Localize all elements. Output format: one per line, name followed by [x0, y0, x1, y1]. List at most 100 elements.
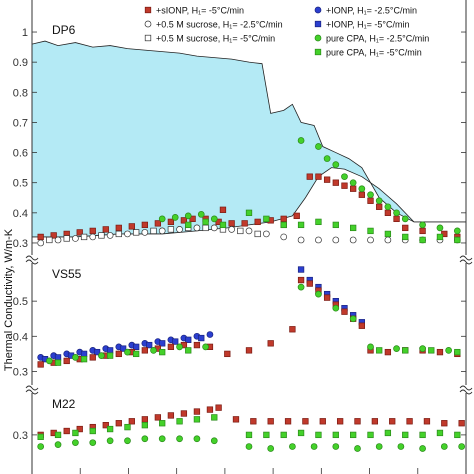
data-point — [315, 431, 322, 439]
data-point — [419, 445, 426, 452]
data-point — [185, 347, 192, 354]
data-point — [332, 179, 339, 186]
data-point — [367, 227, 374, 235]
data-point — [367, 343, 374, 351]
data-point — [289, 326, 296, 333]
data-point — [167, 218, 175, 226]
data-point — [332, 431, 339, 439]
data-point — [46, 357, 53, 365]
data-point — [302, 418, 309, 425]
data-point — [37, 361, 44, 368]
data-point — [76, 229, 83, 236]
data-point — [393, 209, 400, 217]
data-point — [189, 215, 196, 223]
data-point — [375, 443, 383, 450]
data-point — [159, 340, 166, 347]
data-point — [419, 431, 426, 439]
data-point — [176, 343, 183, 351]
y-tick-label: 0.8 — [13, 87, 28, 99]
y-tick-label: 0.3 — [13, 430, 28, 442]
panel-label: M22 — [52, 397, 76, 411]
data-point — [141, 221, 148, 229]
axis-break-mark — [459, 385, 473, 391]
data-point — [37, 433, 44, 440]
data-point — [115, 420, 122, 427]
legend-label: pure CPA, H₁= -5°C/min — [326, 48, 422, 58]
band-upper-edge — [31, 40, 466, 223]
data-point — [180, 217, 188, 224]
data-point — [80, 356, 88, 363]
data-point — [332, 304, 340, 312]
legend-label: +sIONP, H₁= -5°C/min — [156, 6, 244, 16]
data-point — [323, 294, 331, 301]
data-point — [232, 416, 240, 423]
y-tick-label: 0.9 — [13, 57, 28, 69]
confidence-band — [32, 41, 466, 237]
data-point — [341, 173, 348, 181]
data-point — [150, 227, 157, 235]
data-point — [193, 408, 201, 415]
legend-marker — [144, 34, 152, 42]
data-point — [54, 441, 62, 448]
y-tick-label: 0.7 — [13, 117, 28, 129]
data-point — [245, 431, 253, 439]
data-point — [176, 435, 183, 443]
data-point — [454, 348, 461, 356]
legend-label: +0.5 M sucrose, H₁= -5°C/min — [156, 34, 275, 44]
data-point — [89, 427, 96, 435]
data-point — [202, 218, 209, 226]
data-point — [141, 422, 148, 429]
y-tick-label: 0.3 — [13, 366, 28, 378]
data-point — [341, 182, 348, 189]
data-point — [341, 308, 348, 315]
data-point — [176, 226, 183, 233]
data-point — [350, 185, 357, 192]
data-point — [54, 354, 62, 361]
data-point — [197, 210, 205, 218]
data-point — [159, 348, 166, 356]
data-point — [89, 354, 96, 361]
data-point — [367, 191, 374, 199]
data-point — [158, 227, 166, 235]
data-point — [124, 437, 131, 445]
data-point — [389, 418, 396, 425]
data-point — [106, 352, 114, 359]
data-point — [219, 221, 227, 229]
data-point — [406, 418, 413, 425]
data-point — [241, 220, 248, 227]
axis-break-mark — [25, 259, 39, 265]
data-point — [115, 224, 122, 232]
data-point — [436, 348, 444, 356]
data-point — [245, 443, 253, 450]
data-point — [293, 212, 300, 219]
data-point — [393, 215, 400, 223]
data-point — [436, 233, 444, 241]
data-point — [46, 236, 53, 244]
data-point — [428, 347, 435, 354]
data-point — [159, 420, 166, 427]
data-point — [106, 347, 114, 354]
data-point — [376, 203, 383, 210]
data-point — [93, 348, 101, 356]
data-point — [332, 236, 340, 244]
data-point — [332, 161, 340, 168]
data-point — [133, 229, 140, 236]
data-point — [263, 215, 270, 223]
data-point — [89, 233, 97, 241]
data-point — [436, 224, 444, 232]
y-tick-label: 0.6 — [13, 148, 28, 160]
axis-break-mark — [25, 389, 39, 395]
data-point — [376, 347, 383, 354]
data-point — [98, 232, 105, 239]
data-point — [210, 224, 218, 232]
axis-break-mark — [25, 385, 39, 391]
data-point — [297, 236, 305, 244]
data-point — [384, 230, 392, 238]
data-point — [210, 215, 218, 223]
data-point — [128, 418, 135, 425]
data-point — [171, 213, 179, 221]
data-point — [37, 233, 44, 241]
data-point — [297, 429, 305, 437]
y-tick-label: 1 — [22, 27, 28, 39]
legend-marker — [144, 20, 152, 28]
